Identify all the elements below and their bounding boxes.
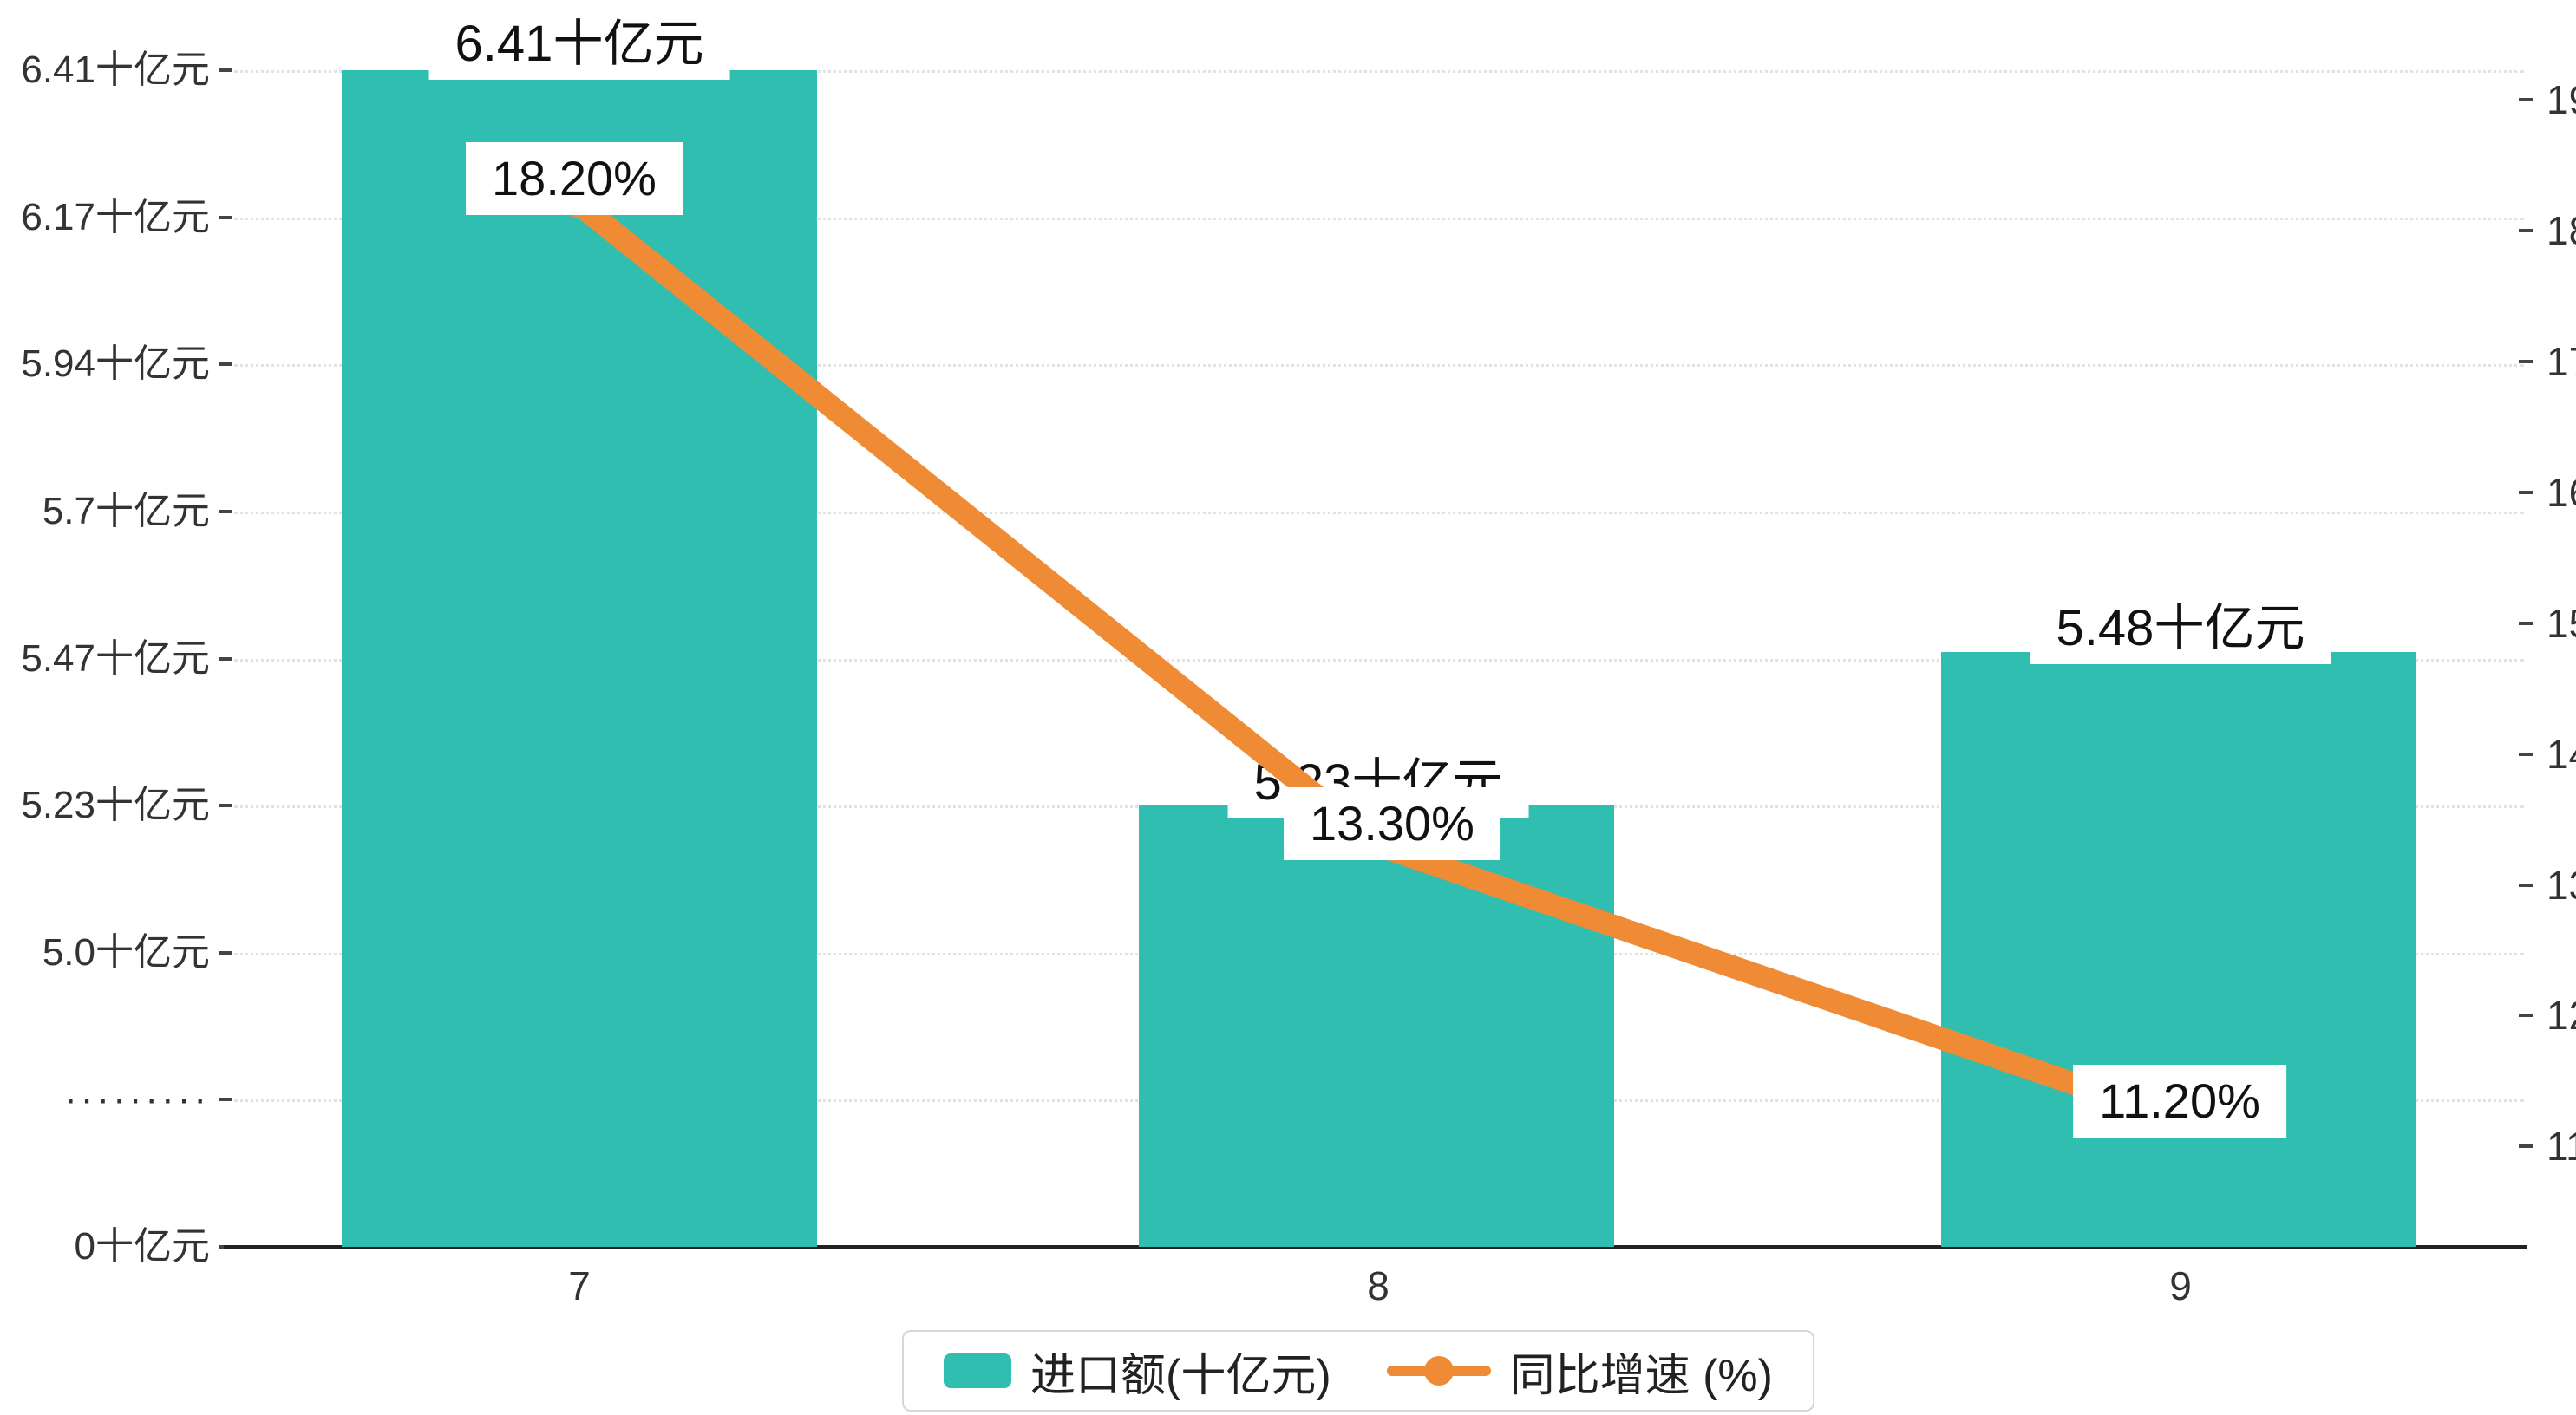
y-left-axis-break-label: ·········: [64, 1078, 210, 1120]
y-right-tick-label: 11: [2547, 1124, 2576, 1169]
y-right-tick-label: 12: [2547, 993, 2576, 1038]
y-left-tick-label: 5.47十亿元: [21, 637, 210, 680]
y-right-tick-mark: [2519, 1144, 2533, 1148]
y-right-tick-mark: [2519, 229, 2533, 232]
bar-value-label: 6.41十亿元: [428, 9, 730, 80]
y-left-tick-mark: [219, 951, 232, 955]
y-left-tick-mark: [219, 510, 232, 513]
y-right-tick-mark: [2519, 884, 2533, 887]
y-left-tick-label: 6.17十亿元: [21, 196, 210, 238]
x-axis-line: [224, 1245, 2527, 1249]
line-series-swatch-icon: [1386, 1353, 1491, 1389]
y-right-tick-mark: [2519, 98, 2533, 101]
pct-label: 18.20%: [466, 142, 683, 215]
y-right-tick-label: 18: [2547, 208, 2576, 253]
bar-month-8: [1139, 805, 1614, 1247]
y-right-tick-mark: [2519, 360, 2533, 363]
y-right-tick-label: 15: [2547, 601, 2576, 646]
y-left-tick-label: 5.94十亿元: [21, 342, 210, 385]
x-tick-label: 8: [1367, 1263, 1389, 1308]
x-tick-label: 9: [2169, 1263, 2192, 1308]
y-left-tick-label: 6.41十亿元: [21, 49, 210, 91]
legend-item-growth[interactable]: 同比增速 (%): [1386, 1339, 1773, 1404]
legend-item-imports[interactable]: 进口额(十亿元): [944, 1339, 1331, 1404]
y-right-tick-mark: [2519, 1014, 2533, 1017]
y-right-tick-mark: [2519, 491, 2533, 494]
y-right-tick-label: 14: [2547, 732, 2576, 777]
pct-label: 11.20%: [2073, 1065, 2286, 1138]
y-left-tick-mark: [219, 804, 232, 807]
y-right-tick-label: 17: [2547, 339, 2576, 384]
y-left-tick-label: 5.7十亿元: [42, 490, 210, 532]
y-left-tick-mark: [219, 362, 232, 366]
y-right-tick-label: 19: [2547, 77, 2576, 122]
line-dot-icon: [1423, 1356, 1454, 1386]
y-right-tick-label: 16: [2547, 470, 2576, 515]
y-left-tick-mark: [219, 1098, 232, 1101]
y-left-tick-label: 0十亿元: [74, 1225, 210, 1268]
y-right-tick-mark: [2519, 622, 2533, 625]
y-right-tick-mark: [2519, 753, 2533, 756]
bar-month-7: [342, 70, 817, 1247]
y-right-tick-label: 13: [2547, 863, 2576, 908]
x-tick-label: 7: [568, 1263, 591, 1308]
bar-value-label: 5.48十亿元: [2030, 593, 2331, 664]
gridline: [234, 70, 2524, 73]
y-left-tick-mark: [219, 68, 232, 72]
y-left-tick-label: 5.23十亿元: [21, 784, 210, 826]
pct-label: 13.30%: [1284, 787, 1500, 860]
bar-series-swatch-icon: [944, 1353, 1011, 1388]
bar-month-9: [1941, 652, 2416, 1247]
legend: 进口额(十亿元) 同比增速 (%): [902, 1330, 1814, 1412]
y-left-tick-mark: [219, 657, 232, 661]
legend-label-imports: 进口额(十亿元): [1030, 1350, 1331, 1401]
legend-label-growth: 同比增速 (%): [1509, 1350, 1773, 1401]
y-left-tick-mark: [219, 216, 232, 219]
y-left-tick-label: 5.0十亿元: [42, 931, 210, 974]
